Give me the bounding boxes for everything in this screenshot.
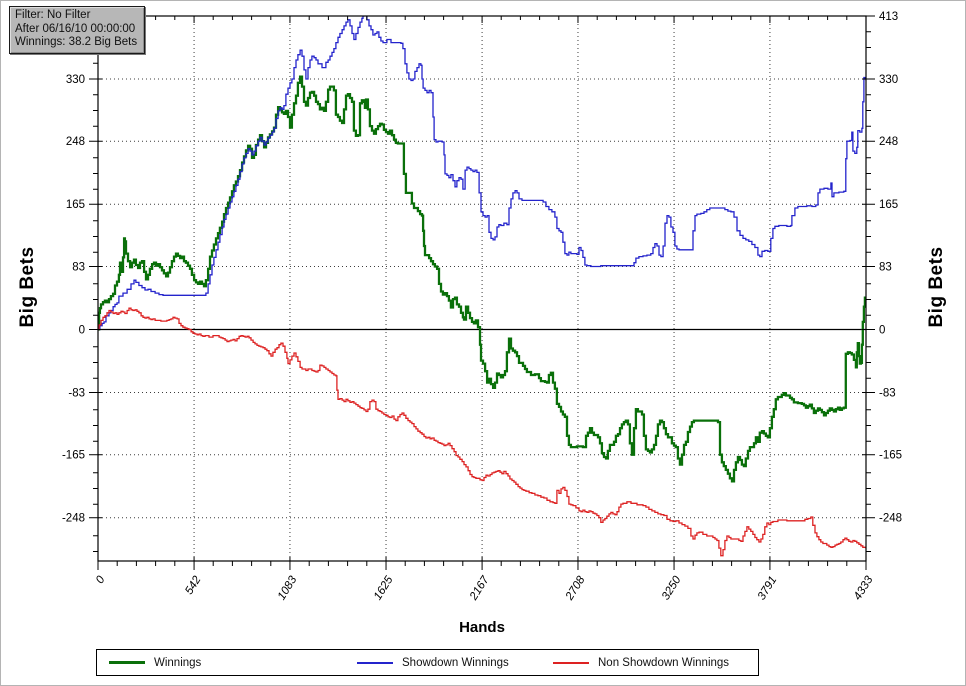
x-tick-label: 3250 xyxy=(660,574,684,603)
y-tick-label-right: -83 xyxy=(879,387,896,399)
y-tick-label-right: 165 xyxy=(879,199,898,211)
y-axis-title-left: Big Bets xyxy=(17,246,38,328)
y-tick-label-right: 248 xyxy=(879,136,898,148)
date-filter-line: After 06/16/10 00:00:00 xyxy=(15,22,136,35)
x-tick-label: 2708 xyxy=(563,574,588,603)
x-tick-label: 4333 xyxy=(852,574,876,603)
x-tick-label: 2167 xyxy=(467,574,492,603)
y-tick-label-left: 165 xyxy=(66,199,85,211)
non-showdown-line-swatch xyxy=(553,661,589,664)
legend-item-non-showdown-winnings: Non Showdown Winnings xyxy=(553,650,729,675)
legend: Winnings Showdown Winnings Non Showdown … xyxy=(96,649,759,676)
y-tick-label-right: 0 xyxy=(879,324,885,336)
y-tick-label-left: -165 xyxy=(62,450,85,462)
y-axis-title-right: Big Bets xyxy=(926,246,947,328)
y-tick-label-right: -248 xyxy=(879,513,902,525)
y-tick-label-right: 413 xyxy=(879,11,898,23)
filter-info-box: Filter: No Filter After 06/16/10 00:00:0… xyxy=(9,6,146,54)
legend-label: Showdown Winnings xyxy=(402,656,509,669)
x-tick-label: 1083 xyxy=(276,574,300,603)
x-tick-label: 0 xyxy=(94,574,108,586)
y-tick-label-right: -165 xyxy=(879,450,902,462)
legend-item-winnings: Winnings xyxy=(109,650,201,675)
filter-line: Filter: No Filter xyxy=(15,9,91,21)
winnings-line-swatch xyxy=(109,661,145,664)
legend-label: Non Showdown Winnings xyxy=(598,656,730,669)
series-line-showdown-winnings xyxy=(98,16,866,331)
y-tick-label-left: 248 xyxy=(66,136,85,148)
y-tick-label-left: 83 xyxy=(72,261,85,273)
x-tick-label: 542 xyxy=(183,574,204,597)
y-tick-label-right: 83 xyxy=(879,261,892,273)
y-tick-label-left: 0 xyxy=(79,324,85,336)
y-tick-label-left: -83 xyxy=(68,387,85,399)
legend-item-showdown-winnings: Showdown Winnings xyxy=(357,650,509,675)
x-tick-label: 1625 xyxy=(372,574,396,603)
legend-label: Winnings xyxy=(154,656,202,669)
showdown-line-swatch xyxy=(357,661,393,664)
x-tick-label: 3791 xyxy=(756,574,780,602)
series-line-winnings xyxy=(98,75,866,483)
x-axis-title: Hands xyxy=(459,619,505,636)
series-line-non-showdown-winnings xyxy=(98,307,866,557)
winnings-total-line: Winnings: 38.2 Big Bets xyxy=(15,36,138,48)
y-tick-label-left: -248 xyxy=(62,513,85,525)
y-tick-label-right: 330 xyxy=(879,74,898,86)
y-tick-label-left: 330 xyxy=(66,74,85,86)
